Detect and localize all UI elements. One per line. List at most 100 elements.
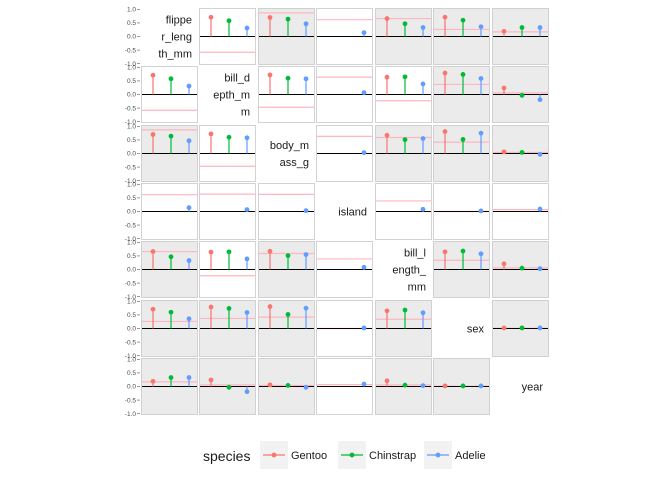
point-gentoo: [384, 16, 390, 21]
point-chinstrap: [168, 309, 174, 315]
point-adelie: [420, 136, 426, 141]
point-chinstrap: [402, 307, 408, 313]
panel-r3-c5: [433, 183, 490, 240]
panel-r3-c2: [258, 183, 315, 240]
point-chinstrap: [460, 383, 466, 389]
point-gentoo: [501, 261, 507, 267]
y-tick-label: -0.5: [125, 397, 137, 404]
panel-r2-c4: [375, 125, 432, 182]
y-tick-label: -1.0: [125, 178, 137, 185]
point-adelie: [186, 316, 192, 322]
variable-label-6-line-0: year: [522, 382, 544, 394]
point-chinstrap: [226, 134, 232, 140]
y-tick-label: 0.0: [127, 92, 136, 99]
y-tick-label: 0.5: [127, 253, 136, 260]
variable-label-2-line-1: ass_g: [280, 157, 309, 169]
y-tick-label: -1.0: [125, 236, 137, 243]
panel-r4-c0: [141, 241, 198, 298]
point-gentoo: [267, 15, 273, 20]
panel-r0-c0: flippe r_leng th_mm: [140, 7, 199, 66]
point-adelie: [420, 206, 426, 212]
point-adelie: [361, 150, 367, 156]
panel-r2-c3: [316, 125, 373, 182]
y-tick-label: 0.5: [127, 312, 136, 319]
panel-r6-c5: [433, 358, 490, 415]
panel-r6-c3: [316, 358, 373, 415]
panel-r5-c4: [375, 300, 432, 357]
panel-r6-c4: [375, 358, 432, 415]
y-tick-label: -0.5: [125, 105, 137, 112]
point-chinstrap: [402, 21, 408, 27]
point-adelie: [186, 83, 192, 89]
point-adelie: [361, 90, 367, 95]
point-gentoo: [150, 306, 156, 312]
y-tick-label: 1.0: [127, 357, 136, 364]
point-adelie: [244, 310, 250, 315]
panel-r1-c5: [433, 66, 490, 123]
y-tick-label: 0.5: [127, 195, 136, 202]
point-chinstrap: [519, 325, 525, 331]
variable-label-3-line-0: island: [338, 207, 367, 219]
point-gentoo: [384, 378, 390, 384]
legend: species Gentoo Chinstrap Adelie: [203, 441, 486, 469]
panel-r5-c1: [199, 300, 256, 357]
point-chinstrap: [402, 382, 408, 388]
variable-label-5-line-0: sex: [467, 324, 485, 336]
point-adelie: [303, 252, 309, 257]
y-tick-label: -0.5: [125, 47, 137, 54]
panel-r1-c6: [492, 66, 549, 123]
y-axis-group: 1.00.50.0-0.5-1.01.00.50.0-0.5-1.01.00.5…: [125, 7, 140, 418]
legend-key-point: [271, 452, 277, 458]
y-tick-label: 0.0: [127, 151, 136, 158]
y-tick-label: 0.5: [127, 370, 136, 377]
point-gentoo: [501, 149, 507, 155]
point-gentoo: [442, 14, 448, 20]
diagonal-panel-bg: [198, 65, 257, 124]
legend-label-chinstrap: Chinstrap: [369, 450, 416, 462]
point-adelie: [537, 97, 543, 103]
point-gentoo: [267, 304, 273, 309]
y-tick-label: 1.0: [127, 299, 136, 306]
point-adelie: [303, 208, 309, 214]
y-tick-label: 0.0: [127, 34, 136, 41]
panel-r5-c5: sex: [432, 299, 491, 358]
point-chinstrap: [226, 18, 232, 24]
y-tick-label: -0.5: [125, 280, 137, 287]
panel-r0-c2: [258, 8, 315, 65]
variable-label-1-line-2: m: [241, 107, 250, 119]
y-tick-label: 0.0: [127, 267, 136, 274]
point-chinstrap: [285, 16, 291, 22]
point-gentoo: [150, 249, 156, 254]
point-adelie: [537, 325, 543, 331]
point-gentoo: [150, 378, 156, 384]
point-adelie: [186, 138, 192, 144]
point-chinstrap: [168, 254, 174, 260]
panel-r5-c6: [492, 300, 549, 357]
y-tick-label: 0.5: [127, 20, 136, 27]
panel-r3-c6: [492, 183, 549, 240]
panel-r1-c4: [375, 66, 432, 123]
point-adelie: [361, 381, 367, 387]
panel-r6-c0: [141, 358, 198, 415]
panel-r0-c1: [199, 8, 256, 65]
point-adelie: [478, 208, 484, 214]
point-adelie: [244, 25, 250, 31]
y-tick-label: 0.0: [127, 326, 136, 333]
point-gentoo: [501, 85, 507, 91]
panel-r0-c5: [433, 8, 490, 65]
point-chinstrap: [402, 74, 408, 80]
variable-label-1-line-0: bill_d: [224, 73, 250, 85]
panel-r6-c1: [199, 358, 256, 415]
point-gentoo: [384, 74, 390, 80]
y-tick-label: -1.0: [125, 294, 137, 301]
point-adelie: [244, 135, 250, 141]
point-adelie: [186, 375, 192, 380]
point-adelie: [361, 325, 367, 331]
panel-r0-c6: [492, 8, 549, 65]
point-gentoo: [267, 248, 273, 254]
variable-label-1-line-1: epth_m: [213, 90, 250, 102]
panel-r6-c6: year: [491, 357, 550, 416]
point-adelie: [303, 384, 309, 390]
point-adelie: [303, 76, 309, 82]
